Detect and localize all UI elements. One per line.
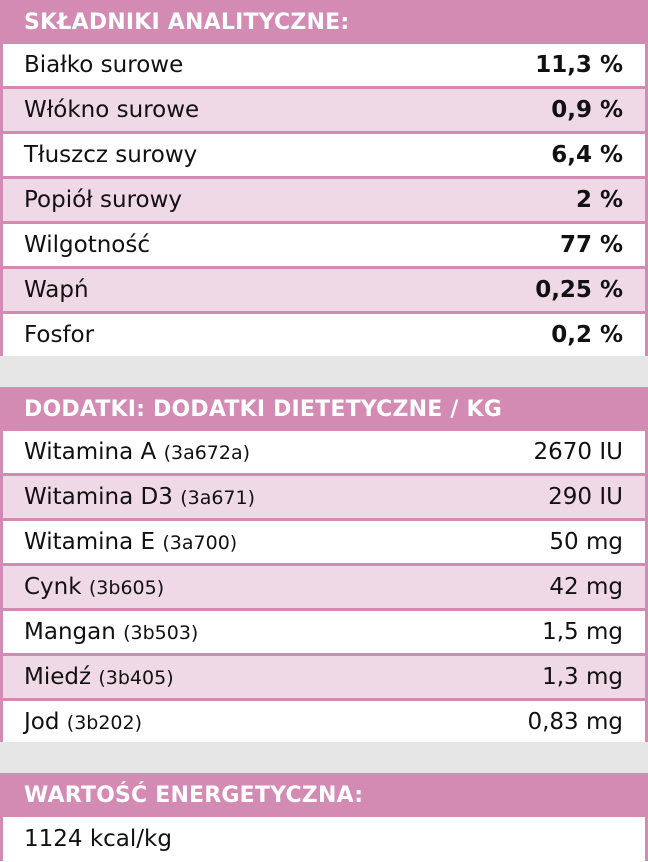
- row-value: 42 mg: [549, 574, 623, 600]
- row-label: Wapń: [24, 277, 89, 303]
- analytical-table: Białko surowe 11,3 % Włókno surowe 0,9 %…: [0, 44, 648, 359]
- table-row: Cynk (3b605) 42 mg: [3, 566, 645, 611]
- additive-name: Cynk: [24, 574, 82, 600]
- row-label: Witamina D3 (3a671): [24, 484, 255, 510]
- table-row: Witamina E (3a700) 50 mg: [3, 521, 645, 566]
- row-label: Witamina A (3a672a): [24, 439, 250, 465]
- additive-name: Mangan: [24, 619, 116, 645]
- row-label: Popiół surowy: [24, 187, 183, 213]
- row-label: Jod (3b202): [24, 709, 142, 735]
- row-value: 1,3 mg: [542, 664, 623, 690]
- table-row: Białko surowe 11,3 %: [3, 44, 645, 89]
- row-label: Miedź (3b405): [24, 664, 174, 690]
- additive-code: (3a700): [162, 532, 238, 554]
- additive-name: Witamina D3: [24, 484, 173, 510]
- row-value: 0,83 mg: [527, 709, 623, 735]
- energy-header: WARTOŚĆ ENERGETYCZNA:: [0, 773, 648, 817]
- table-row: Fosfor 0,2 %: [3, 314, 645, 359]
- analytical-section: SKŁADNIKI ANALITYCZNE: Białko surowe 11,…: [0, 0, 648, 359]
- additives-table: Witamina A (3a672a) 2670 IU Witamina D3 …: [0, 431, 648, 746]
- additive-code: (3b202): [66, 712, 143, 734]
- row-label: Tłuszcz surowy: [24, 142, 198, 168]
- table-row: Miedź (3b405) 1,3 mg: [3, 656, 645, 701]
- table-row: Witamina A (3a672a) 2670 IU: [3, 431, 645, 476]
- table-row: Wapń 0,25 %: [3, 269, 645, 314]
- row-label: Mangan (3b503): [24, 619, 198, 645]
- row-value: 290 IU: [548, 484, 623, 510]
- additive-code: (3b503): [123, 622, 199, 644]
- row-label: Włókno surowe: [24, 97, 200, 123]
- additive-name: Miedź: [24, 664, 92, 690]
- row-label: Witamina E (3a700): [24, 529, 237, 555]
- row-value: 1,5 mg: [542, 619, 623, 645]
- additive-name: Witamina E: [24, 529, 156, 555]
- section-divider: [0, 742, 648, 773]
- additive-code: (3a672a): [163, 442, 251, 464]
- table-row: Witamina D3 (3a671) 290 IU: [3, 476, 645, 521]
- table-row: Mangan (3b503) 1,5 mg: [3, 611, 645, 656]
- table-row: Tłuszcz surowy 6,4 %: [3, 134, 645, 179]
- row-value: 0,2 %: [551, 322, 623, 348]
- additive-name: Witamina A: [24, 439, 157, 465]
- row-value: 2670 IU: [533, 439, 623, 465]
- row-value: 2 %: [575, 187, 623, 213]
- additives-section: DODATKI: DODATKI DIETETYCZNE / KG Witami…: [0, 387, 648, 746]
- row-value: 77 %: [559, 232, 623, 258]
- table-row: Jod (3b202) 0,83 mg: [3, 701, 645, 746]
- row-label: Wilgotność: [24, 232, 150, 258]
- row-value: 0,25 %: [535, 277, 623, 303]
- additive-code: (3a671): [180, 487, 256, 509]
- energy-section: WARTOŚĆ ENERGETYCZNA: 1124 kcal/kg: [0, 773, 648, 861]
- table-row: Popiół surowy 2 %: [3, 179, 645, 224]
- additive-name: Jod: [24, 709, 60, 735]
- additives-header: DODATKI: DODATKI DIETETYCZNE / KG: [0, 387, 648, 431]
- section-divider: [0, 356, 648, 387]
- additive-code: (3b405): [98, 667, 174, 689]
- table-row: Włókno surowe 0,9 %: [3, 89, 645, 134]
- row-value: 0,9 %: [551, 97, 623, 123]
- row-label: Fosfor: [24, 322, 95, 348]
- energy-value: 1124 kcal/kg: [0, 817, 648, 861]
- row-label: Cynk (3b605): [24, 574, 164, 600]
- row-label: Białko surowe: [24, 52, 184, 78]
- row-value: 11,3 %: [535, 52, 623, 78]
- table-row: Wilgotność 77 %: [3, 224, 645, 269]
- additive-code: (3b605): [88, 577, 165, 599]
- row-value: 6,4 %: [551, 142, 623, 168]
- row-value: 50 mg: [549, 529, 623, 555]
- analytical-header: SKŁADNIKI ANALITYCZNE:: [0, 0, 648, 44]
